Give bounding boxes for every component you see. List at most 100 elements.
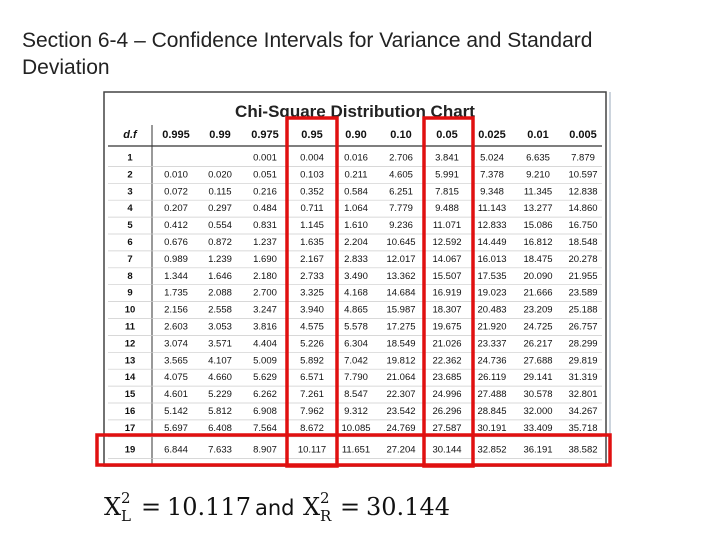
cell: 4.075 (164, 372, 188, 383)
column-header: 0.10 (390, 129, 411, 141)
cell: 3.571 (208, 338, 232, 349)
cell: 21.955 (568, 271, 597, 282)
column-header: 0.95 (301, 129, 322, 141)
cell: 17.275 (386, 322, 415, 333)
cell: 2.558 (208, 305, 232, 316)
row-label: 10 (125, 305, 136, 316)
cell: 19.812 (386, 355, 415, 366)
cell: 4.168 (344, 288, 368, 299)
cell: 27.488 (477, 389, 506, 400)
cell: 2.603 (164, 322, 188, 333)
cell: 2.088 (208, 288, 232, 299)
highlight-box (95, 433, 612, 467)
cell: 7.790 (344, 372, 368, 383)
cell: 18.548 (568, 237, 597, 248)
column-header: d.f (123, 129, 138, 141)
cell: 0.207 (164, 203, 188, 214)
cell: 26.296 (432, 406, 461, 417)
cell: 0.412 (164, 220, 188, 231)
cell: 5.578 (344, 322, 368, 333)
title-line: Section 6-4 – Confidence Intervals for V… (22, 29, 592, 52)
cell: 9.488 (435, 203, 459, 214)
row-label: 8 (127, 271, 132, 282)
subscript: R (320, 507, 332, 525)
cell: 0.484 (253, 203, 277, 214)
cell: 6.571 (300, 372, 324, 383)
cell: 9.312 (344, 406, 368, 417)
cell: 3.841 (435, 153, 459, 164)
cell: 23.589 (568, 288, 597, 299)
cell: 5.024 (480, 153, 504, 164)
equals: = (141, 493, 161, 521)
cell: 5.226 (300, 338, 324, 349)
cell: 0.020 (208, 169, 232, 180)
cell: 7.962 (300, 406, 324, 417)
cell: 0.072 (164, 186, 188, 197)
cell: 0.831 (253, 220, 277, 231)
cell: 3.816 (253, 322, 277, 333)
row-label: 19 (125, 445, 136, 456)
row-label: 14 (125, 372, 136, 383)
cell: 22.362 (432, 355, 461, 366)
column-header: 0.005 (569, 129, 597, 141)
column-header: 0.01 (527, 129, 548, 141)
cell: 0.016 (344, 153, 368, 164)
cell: 4.404 (253, 338, 277, 349)
cell: 9.236 (389, 220, 413, 231)
cell: 32.852 (477, 445, 506, 456)
column-header: 0.975 (251, 129, 279, 141)
cell: 16.919 (432, 288, 461, 299)
cell: 12.017 (386, 254, 415, 265)
cell: 2.156 (164, 305, 188, 316)
cell: 19.675 (432, 322, 461, 333)
cell: 10.085 (341, 423, 370, 434)
cell: 4.575 (300, 322, 324, 333)
cell: 0.103 (300, 169, 324, 180)
row-label: 2 (127, 169, 132, 180)
cell: 21.920 (477, 322, 506, 333)
cell: 0.051 (253, 169, 277, 180)
cell: 11.345 (524, 186, 552, 197)
cell: 30.191 (477, 423, 506, 434)
cell: 36.191 (523, 445, 552, 456)
cell: 26.757 (568, 322, 597, 333)
cell: 35.718 (568, 423, 597, 434)
cell: 27.688 (523, 355, 552, 366)
cell: 3.053 (208, 322, 232, 333)
cell: 1.610 (344, 220, 368, 231)
cell: 11.143 (478, 203, 506, 214)
cell: 29.141 (523, 372, 552, 383)
cell: 6.844 (164, 445, 188, 456)
cell: 14.067 (432, 254, 461, 265)
cell: 0.584 (344, 186, 368, 197)
cell: 3.074 (164, 338, 188, 349)
cell: 31.319 (568, 372, 597, 383)
superscript: 2 (320, 489, 330, 507)
table: Chi-Square Distribution Chart d.f 0.995 0.… (103, 91, 611, 467)
cell: 7.779 (389, 203, 413, 214)
cell: 0.216 (253, 186, 277, 197)
cell: 7.815 (435, 186, 459, 197)
cell: 30.578 (523, 389, 552, 400)
cell: 5.229 (208, 389, 232, 400)
cell: 34.267 (568, 406, 597, 417)
conjunction: and (255, 496, 295, 520)
cell: 10.597 (568, 169, 597, 180)
cell: 10.645 (386, 237, 415, 248)
cell: 21.666 (523, 288, 552, 299)
cell: 25.188 (568, 305, 597, 316)
cell: 5.142 (164, 406, 188, 417)
cell: 1.690 (253, 254, 277, 265)
row-label: 17 (125, 423, 136, 434)
row-label: 6 (127, 237, 132, 248)
cell: 26.217 (523, 338, 552, 349)
cell: 14.449 (477, 237, 506, 248)
cell: 4.605 (389, 169, 413, 180)
row-label: 4 (127, 203, 133, 214)
subscript: L (121, 507, 131, 525)
cell: 7.261 (300, 389, 324, 400)
cell: 10.117 (298, 445, 326, 456)
row-label: 15 (125, 389, 136, 400)
table-border (103, 91, 607, 467)
